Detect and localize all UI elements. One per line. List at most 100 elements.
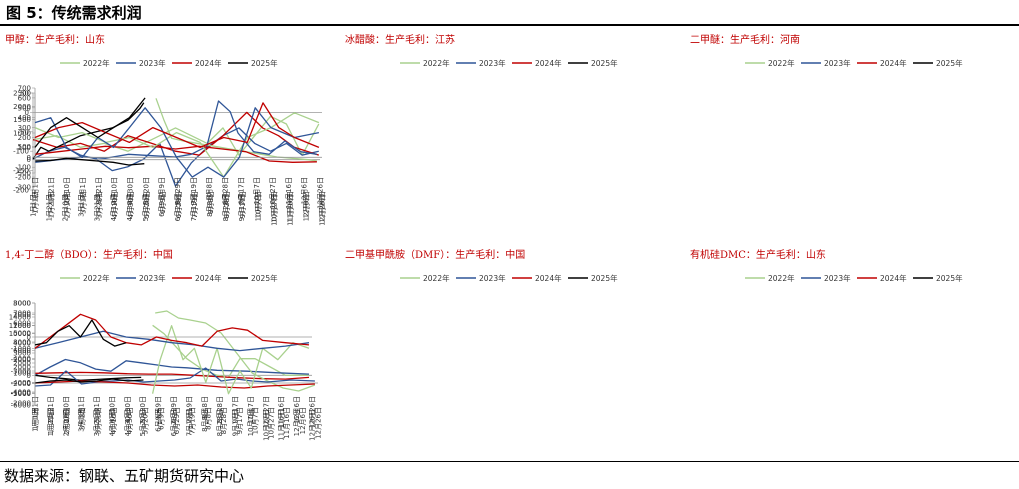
x-tick-label: 10月7日 (247, 396, 255, 423)
y-tick-label: 0 (27, 372, 31, 380)
y-tick-label: 2000 (13, 360, 31, 368)
x-tick-label: 8月28日 (223, 191, 231, 218)
y-tick-label: -1000 (11, 390, 31, 398)
series-line-2023年 (32, 127, 319, 187)
y-tick-label: -4000 (11, 389, 31, 397)
x-tick-label: 12月6日 (299, 407, 307, 434)
figure-title: 图 5：传统需求利润 (6, 4, 142, 22)
x-tick-label: 10月7日 (255, 191, 263, 218)
x-tick-label: 7月19日 (191, 191, 199, 218)
x-tick-label: 1月1日 (32, 177, 40, 200)
y-tick-label: 1000 (13, 130, 31, 138)
y-tick-label: 10000 (9, 330, 31, 338)
x-tick-label: 9月17日 (236, 407, 244, 434)
series-line-2023年 (34, 367, 315, 387)
x-tick-label: 11月16日 (287, 191, 295, 223)
x-tick-label: 8月8日 (207, 191, 215, 214)
series-line-2022年 (155, 310, 316, 392)
y-tick-label: -2000 (11, 400, 31, 408)
y-tick-label: 700 (18, 85, 31, 93)
y-tick-label: 200 (18, 134, 31, 142)
chart-title: 1,4-丁二醇（BDO）：生产毛利：中国 (5, 248, 173, 261)
x-tick-label: 8月8日 (204, 407, 212, 430)
y-tick-label: 0 (25, 109, 29, 117)
legend-label: 2022年 (83, 58, 110, 68)
x-tick-label: 10月7日 (247, 409, 255, 436)
y-tick-label: -50 (18, 128, 29, 136)
x-tick-label: 10月7日 (252, 407, 260, 434)
x-tick-label: 11月16日 (278, 396, 286, 428)
x-tick-label: 12月26日 (309, 396, 317, 428)
x-tick-label: 10月7日 (254, 194, 262, 221)
x-tick-label: 6月9日 (158, 177, 166, 200)
legend-label: 2023年 (139, 58, 166, 68)
x-tick-label: 5月20日 (143, 191, 151, 218)
x-tick-label: 7月19日 (189, 407, 197, 434)
chart-title: 有机硅DMC：生产毛利：山东 (690, 248, 826, 261)
series-line-2023年 (34, 100, 318, 163)
x-tick-label: 4月30日 (126, 407, 134, 434)
x-tick-label: 11月16日 (278, 409, 286, 441)
x-tick-label: 1月21日 (46, 194, 54, 221)
x-tick-label: 4月30日 (124, 396, 132, 423)
x-tick-label: 6月29日 (170, 409, 178, 436)
x-tick-label: 3月1日 (79, 407, 87, 430)
x-tick-label: 11月16日 (286, 194, 294, 226)
y-tick-label: -200 (15, 174, 31, 182)
legend-label: 2023年 (824, 58, 851, 68)
x-tick-label: 3月1日 (78, 409, 86, 432)
legend-label: 2025年 (591, 58, 618, 68)
x-tick-label: 11月16日 (283, 407, 291, 439)
x-tick-label: 3月1日 (78, 194, 86, 217)
y-tick-label: 1500 (13, 116, 31, 124)
x-tick-label: 10月27日 (262, 396, 270, 428)
x-tick-label: 3月21日 (94, 407, 102, 434)
y-tick-label: 5000 (13, 330, 31, 338)
x-tick-label: 2月10日 (62, 409, 70, 436)
top-rule (0, 24, 1019, 26)
x-tick-label: 12月6日 (303, 191, 311, 218)
x-tick-label: 8月8日 (201, 396, 209, 419)
chart-title: 冰醋酸：生产毛利：江苏 (345, 33, 455, 46)
x-tick-label: 9月17日 (237, 177, 245, 204)
x-tick-label: 10月27日 (270, 194, 278, 226)
legend-label: 2023年 (479, 273, 506, 283)
series-line-2023年 (34, 107, 320, 178)
legend-label: 2023年 (824, 273, 851, 283)
x-tick-label: 8月28日 (220, 407, 228, 434)
y-tick-label: 2000 (13, 103, 31, 111)
x-tick-label: 12月26日 (315, 407, 323, 439)
x-tick-label: 1月1日 (32, 396, 40, 419)
x-tick-label: 1月21日 (47, 191, 55, 218)
series-line-2022年 (151, 325, 310, 395)
y-tick-label: 0 (27, 156, 31, 164)
y-tick-label: 3000 (13, 350, 31, 358)
y-tick-label: -500 (15, 170, 31, 178)
y-tick-label: -4000 (11, 379, 31, 387)
y-tick-label: 7000 (13, 310, 31, 318)
x-tick-label: 7月19日 (185, 409, 193, 436)
y-tick-label: 0 (27, 380, 31, 388)
x-tick-label: 12月6日 (293, 396, 301, 423)
x-tick-label: 6月29日 (174, 177, 182, 204)
x-tick-label: 1月1日 (32, 409, 40, 432)
x-tick-label: 2月10日 (62, 194, 70, 221)
legend-label: 2022年 (423, 58, 450, 68)
legend-label: 2024年 (880, 273, 907, 283)
legend-label: 2022年 (423, 273, 450, 283)
legend-label: 2022年 (768, 58, 795, 68)
y-tick-label: 12000 (9, 322, 31, 330)
legend-label: 2024年 (535, 58, 562, 68)
x-tick-label: 6月29日 (175, 191, 183, 218)
legend-label: 2022年 (83, 273, 110, 283)
x-tick-label: 1月1日 (32, 407, 40, 430)
legend-label: 2022年 (768, 273, 795, 283)
series-line-2024年 (34, 145, 317, 163)
x-tick-label: 4月10日 (110, 407, 118, 434)
y-tick-label: 6000 (13, 347, 31, 355)
x-tick-label: 12月6日 (301, 177, 309, 204)
legend-label: 2024年 (880, 58, 907, 68)
y-tick-label: 600 (18, 94, 31, 102)
